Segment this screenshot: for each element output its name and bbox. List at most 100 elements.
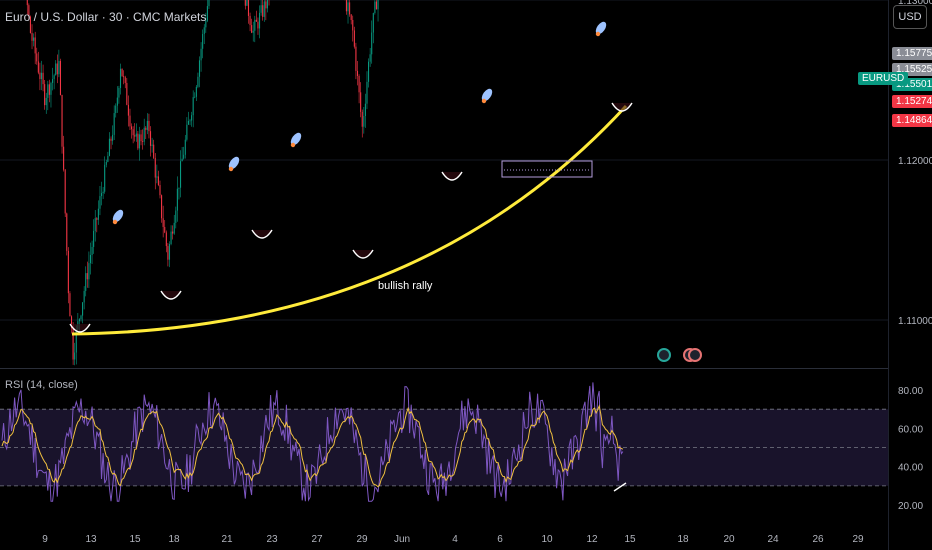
candle-body [189,120,191,122]
price-tick-label: 1.11000 [898,316,932,327]
candle-body [187,120,189,125]
price-badge: 1.15775 [892,47,932,60]
candle-body [151,144,153,146]
candle-body [110,138,112,141]
candle-body [123,76,125,78]
candle-body [349,2,351,15]
candle-body [372,13,374,33]
candle-body [36,53,38,62]
consolidation-box [501,160,593,178]
candle-body [121,68,123,77]
rsi-tick-label: 20.00 [898,501,923,512]
candle-body [58,60,60,75]
candle-body [29,16,31,33]
rocket-icon [595,21,607,35]
time-tick-label: 15 [624,534,636,545]
candle-body [206,6,208,21]
candle-body [364,103,366,116]
candle-body [363,115,365,127]
candle-body [91,246,93,256]
time-tick-label: 12 [586,534,598,545]
candle-body [102,191,104,194]
rsi-ma-line [1,404,624,488]
time-tick-label: 29 [852,534,864,545]
candle-body [262,5,264,17]
event-flag-icon [657,348,671,362]
candle-body [142,141,144,142]
pane-separator[interactable] [0,368,888,369]
candle-body [82,302,84,316]
rocket-icon [290,132,302,146]
candle-body [66,213,68,251]
candle-body [145,127,147,130]
candle-body [26,0,28,6]
rsi-divergence-line [613,482,627,492]
dip-arc [611,102,633,112]
candle-body [137,133,139,149]
rsi-line [1,382,624,502]
price-badge: 1.14864 [892,114,932,127]
candle-body [192,97,194,116]
candle-body [48,84,50,95]
candle-body [164,226,166,233]
candle-body [247,0,250,16]
rocket-icon [112,209,124,223]
dip-arc [441,171,463,181]
candle-body [88,263,90,280]
rocket-flame [112,219,118,225]
candle-body [138,134,141,149]
candle-body [28,5,30,17]
rsi-tick-label: 40.00 [898,463,923,474]
candle-body [251,25,253,33]
candle-body [63,146,65,170]
candle-body [183,154,185,159]
candle-body [135,133,137,137]
time-tick-label: 4 [452,534,458,545]
candle-body [265,1,267,9]
candle-body [146,120,148,130]
candle-body [205,20,207,28]
time-tick-label: 26 [812,534,824,545]
candle-body [181,158,183,162]
candle-body [80,315,82,320]
candle-body [143,127,145,142]
candle-body [175,210,177,223]
candle-body [356,70,359,76]
candle-body [37,61,39,73]
candle-body [353,30,355,47]
currency-button[interactable]: USD [893,5,927,29]
candle-body [124,77,126,83]
candle-body [96,218,98,220]
candle-body [157,176,159,186]
rocket-flame [595,31,601,37]
candle-body [67,250,69,294]
candle-body [107,155,109,162]
symbol-badge: EURUSD [858,72,909,85]
candle-body [154,157,156,178]
candle-body [119,68,122,88]
price-tick-label: 1.13000 [898,0,932,7]
time-tick-label: 21 [221,534,233,545]
candle-body [74,352,76,360]
candle-body [249,15,251,26]
candle-body [170,231,172,245]
dip-arc [352,249,374,259]
candle-body [127,104,129,116]
rocket-flame [290,142,296,148]
rsi-tick-label: 60.00 [898,424,923,435]
candle-body [377,0,379,10]
time-tick-label: 23 [266,534,278,545]
candle-body [352,20,354,31]
candle-body [156,176,158,178]
candle-body [45,97,47,106]
candle-body [64,169,66,214]
candle-body [355,46,357,71]
candle-body [47,84,49,98]
rocket-flame [481,98,487,104]
time-tick-label: 24 [767,534,779,545]
candle-body [129,115,131,127]
candle-body [252,30,254,33]
candle-body [208,0,210,7]
candle-body [70,316,73,329]
